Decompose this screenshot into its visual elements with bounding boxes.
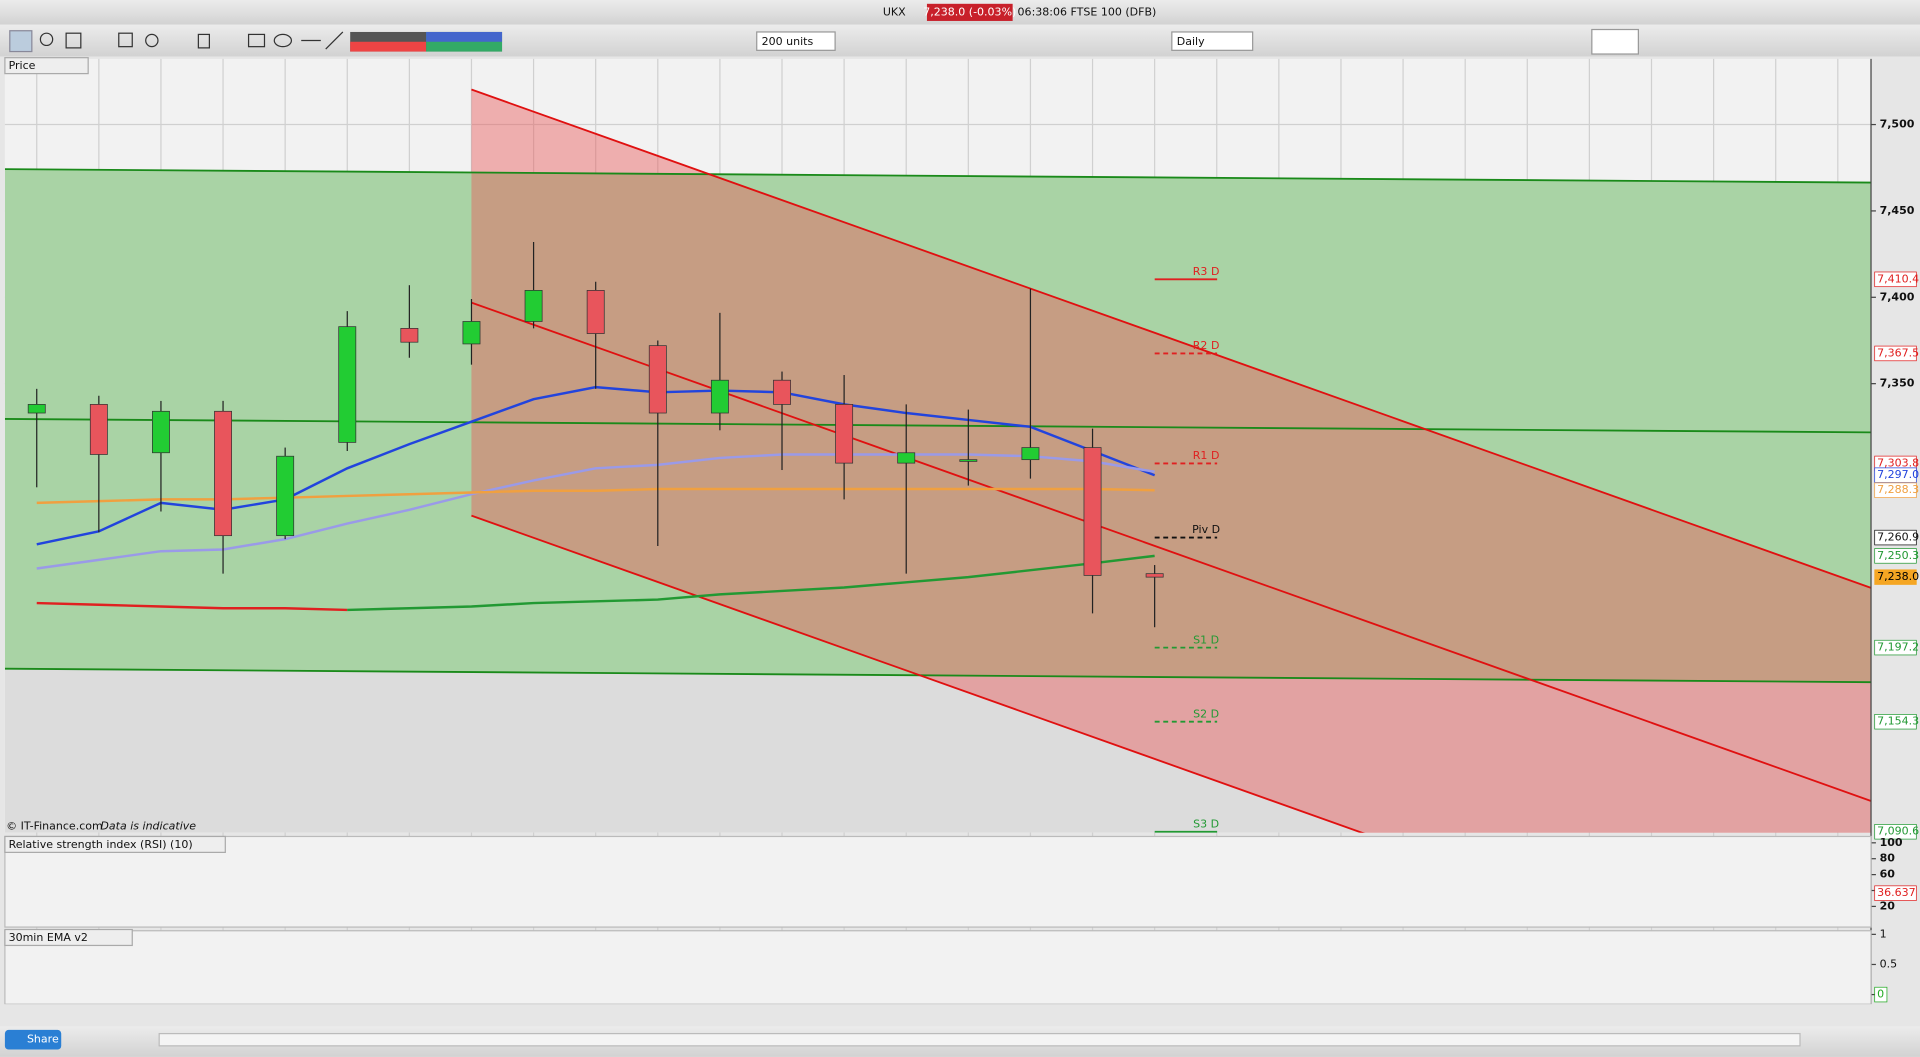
symbol: UKX xyxy=(883,5,906,18)
color-swatches[interactable] xyxy=(350,31,503,52)
y-tick-label: 7,500 xyxy=(1880,118,1915,131)
candle-body xyxy=(586,290,605,334)
pivot-label: S3 D xyxy=(1193,817,1219,830)
share-label: Share xyxy=(27,1033,59,1046)
trend-line xyxy=(4,667,1872,684)
candle-body xyxy=(338,326,357,443)
trend-line xyxy=(471,301,1872,802)
units-value: 200 units xyxy=(762,35,814,48)
price-label-box xyxy=(1874,271,1917,288)
trend-line xyxy=(4,417,1872,434)
date-axis xyxy=(0,1004,1920,1024)
y-tick-label: 1 xyxy=(1880,927,1887,940)
trend-line xyxy=(4,168,1872,184)
copyright: © IT-Finance.com xyxy=(6,820,103,833)
candle-body xyxy=(710,379,729,414)
panel-header xyxy=(4,835,226,853)
quote: 7,238.0 (-0.03%) xyxy=(923,5,1016,18)
pivot-label: R1 D xyxy=(1193,449,1220,462)
panel-header xyxy=(4,928,133,947)
price-label-box xyxy=(1874,529,1917,546)
candle-body xyxy=(897,452,916,464)
price-label: 7,410.4 xyxy=(1877,272,1919,285)
price-label: 7,367.5 xyxy=(1877,346,1919,359)
price-label-box xyxy=(1874,548,1917,564)
y-tick-label: 100 xyxy=(1880,836,1903,849)
price-label-box xyxy=(1874,639,1917,656)
candle-body xyxy=(1083,447,1102,576)
candle-body xyxy=(400,328,419,343)
panel-header xyxy=(4,57,89,75)
interval-value: Daily xyxy=(1177,35,1205,48)
interval-select[interactable] xyxy=(1171,31,1254,51)
pivot-label: R2 D xyxy=(1193,339,1220,352)
lower-zone xyxy=(4,668,1872,833)
candle-body xyxy=(27,404,46,414)
price-label: 7,260.9 xyxy=(1877,531,1919,544)
trend-line xyxy=(471,514,1365,833)
y-tick-label: 20 xyxy=(1880,899,1896,912)
units-select[interactable] xyxy=(756,31,836,51)
ema-label: 0 xyxy=(1877,988,1884,1001)
price-label-box xyxy=(1874,569,1917,585)
price-label: 7,288.3 xyxy=(1877,483,1919,496)
price-label: 7,250.3 xyxy=(1877,549,1919,562)
share-button[interactable] xyxy=(4,1029,62,1050)
pivot-label: S1 D xyxy=(1193,633,1219,646)
candle-body xyxy=(959,459,978,462)
candle-body xyxy=(648,345,667,414)
candle-body xyxy=(1145,573,1164,578)
candle-body xyxy=(276,455,295,537)
indicator-line xyxy=(36,601,348,612)
tool-icons[interactable] xyxy=(9,30,344,53)
quote-box xyxy=(926,3,1013,21)
ema-label-box xyxy=(1874,986,1888,1003)
indicator-line xyxy=(347,554,1155,612)
candle-body xyxy=(462,321,481,345)
price-label-box xyxy=(1874,482,1917,498)
candle-body xyxy=(89,404,108,455)
candle-body xyxy=(1021,447,1040,461)
rsi-label: 36.637 xyxy=(1877,886,1916,899)
candle-body xyxy=(773,379,791,405)
y-tick-label: 80 xyxy=(1880,852,1896,865)
panel-title: 30min EMA v2 xyxy=(9,931,88,944)
candle-body xyxy=(214,410,232,537)
pivot-label: R3 D xyxy=(1193,265,1220,278)
price-label-box xyxy=(1874,345,1917,362)
y-tick-label: 7,400 xyxy=(1880,290,1915,303)
trend-line xyxy=(471,88,1872,589)
y-tick-label: 7,350 xyxy=(1880,377,1915,390)
pivot-label: S2 D xyxy=(1193,707,1219,720)
price-label-box xyxy=(1874,824,1917,840)
price-label: 7,197.2 xyxy=(1877,641,1919,654)
price-label: 7,154.3 xyxy=(1877,715,1919,728)
candle-body xyxy=(152,410,170,454)
price-label-box xyxy=(1874,713,1917,730)
status: 06:38:06 FTSE 100 (DFB) xyxy=(1018,5,1157,18)
y-tick-label: 60 xyxy=(1880,868,1896,881)
scrollbar[interactable] xyxy=(158,1032,1801,1047)
pivot-label: Piv D xyxy=(1192,523,1220,536)
price-label: 7,238.0 xyxy=(1877,570,1919,583)
panel-title: Price xyxy=(9,59,36,72)
candle-body xyxy=(524,290,543,322)
rsi-panel xyxy=(4,835,1872,928)
y-tick-label: 0.5 xyxy=(1880,957,1898,970)
note: Data is indicative xyxy=(100,820,196,833)
candle-body xyxy=(835,404,854,464)
indicator-button[interactable] xyxy=(1591,28,1639,55)
y-tick-label: 7,450 xyxy=(1880,204,1915,217)
drawings xyxy=(4,88,1872,833)
red-channel xyxy=(471,89,1872,833)
price-label: 7,297.0 xyxy=(1877,468,1919,481)
rsi-label-box xyxy=(1874,885,1917,901)
panel-title: Relative strength index (RSI) (10) xyxy=(9,838,193,851)
price-label: 7,090.6 xyxy=(1877,825,1919,838)
ema-panel xyxy=(4,930,1872,1005)
price-label: 7,303.8 xyxy=(1877,456,1919,469)
